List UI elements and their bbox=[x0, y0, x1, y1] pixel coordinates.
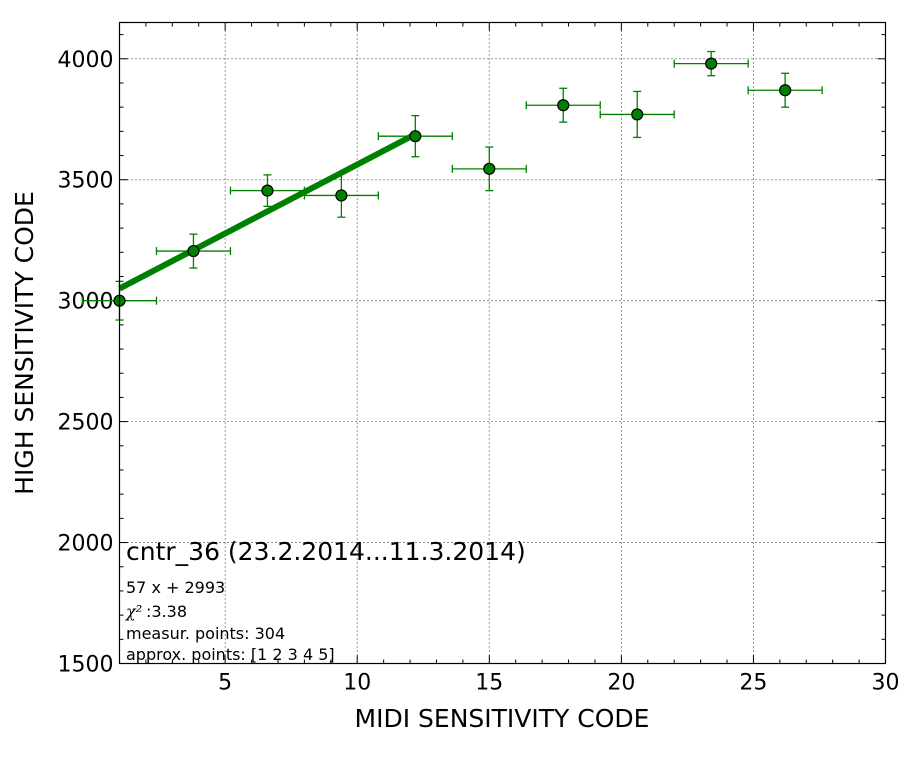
annotation-title: cntr_36 (23.2.2014...11.3.2014) bbox=[126, 537, 526, 566]
y-tick-label: 1500 bbox=[58, 653, 114, 678]
y-tick-label: 4000 bbox=[58, 48, 114, 73]
data-point bbox=[779, 84, 792, 97]
plot-frame bbox=[118, 21, 887, 665]
tick-labels: 5 10 15 20 25 30 1500 2000 2500 3000 3500 4000 bbox=[58, 48, 900, 696]
data-point bbox=[483, 162, 496, 175]
y-tick-label: 2500 bbox=[58, 411, 114, 436]
fit-line bbox=[118, 131, 417, 292]
fit-line-group bbox=[118, 131, 417, 292]
y-tick-label: 2000 bbox=[58, 532, 114, 557]
data-point bbox=[187, 244, 200, 258]
data-point bbox=[705, 57, 718, 70]
x-axis-label: MIDI SENSITIVITY CODE bbox=[355, 704, 650, 733]
x-tick-label: 5 bbox=[218, 671, 232, 696]
x-tick-label: 25 bbox=[739, 671, 767, 696]
annotation-chi-symbol: χ² bbox=[125, 602, 142, 621]
data-point bbox=[631, 108, 644, 121]
data-point bbox=[261, 184, 274, 197]
annotation-chi-value: :3.38 bbox=[146, 602, 187, 621]
grid bbox=[119, 22, 886, 664]
x-tick-label: 20 bbox=[607, 671, 635, 696]
ticks bbox=[119, 22, 886, 664]
x-tick-label: 30 bbox=[872, 671, 900, 696]
y-axis-label: HIGH SENSITIVITY CODE bbox=[10, 191, 39, 495]
annotation-measur-points: measur. points: 304 bbox=[126, 624, 285, 643]
annotation-approx-points: approx. points: [1 2 3 4 5] bbox=[126, 645, 335, 664]
data-point bbox=[409, 130, 422, 143]
x-tick-label: 10 bbox=[343, 671, 371, 696]
data-point bbox=[557, 99, 570, 112]
y-tick-label: 3000 bbox=[58, 290, 114, 315]
x-tick-label: 15 bbox=[475, 671, 503, 696]
annotation-equation: 57 x + 2993 bbox=[126, 578, 225, 597]
y-tick-label: 3500 bbox=[58, 169, 114, 194]
data-point bbox=[335, 189, 348, 202]
